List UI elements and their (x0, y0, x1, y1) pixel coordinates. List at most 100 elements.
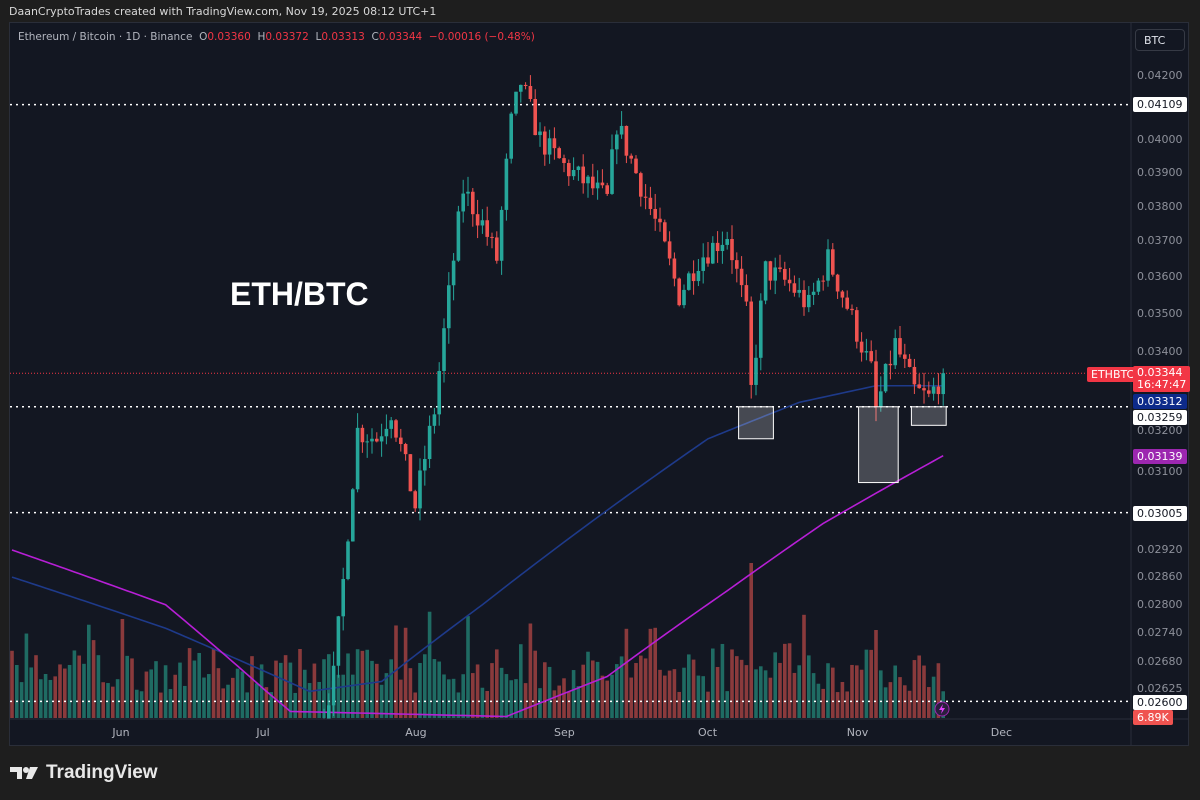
y-tick-label: 0.02740 (1137, 625, 1183, 639)
volume-bar (643, 658, 648, 718)
candle-body (403, 444, 408, 455)
tradingview-logo[interactable]: TradingView (10, 762, 158, 784)
candle-body (802, 289, 806, 308)
candle-body (207, 773, 211, 779)
symbol-label[interactable]: Ethereum / Bitcoin · 1D · Binance (18, 31, 193, 43)
volume-bar (456, 692, 461, 718)
volume-bar (898, 677, 902, 718)
y-tick-label: 0.03900 (1137, 165, 1183, 179)
volume-bar (154, 661, 158, 718)
volume-bar (408, 668, 413, 718)
volume-bar (725, 691, 729, 718)
volume-bar (682, 667, 686, 718)
candle-body (351, 489, 355, 542)
volume-bar (379, 684, 384, 718)
candle-body (543, 131, 547, 155)
candle-body (903, 354, 907, 359)
volume-bar (835, 692, 840, 718)
volume-bar (466, 616, 470, 718)
volume-bar (759, 666, 763, 718)
candle-body (936, 386, 941, 395)
volume-bar (43, 673, 48, 718)
candle-body (394, 420, 398, 438)
y-tick-label: 0.02680 (1137, 654, 1183, 668)
volume-bar (221, 688, 225, 718)
volume-bar (773, 652, 777, 718)
candle-body (327, 705, 331, 719)
volume-bar (591, 660, 595, 718)
volume-bar (687, 654, 691, 718)
candle-body (423, 459, 427, 471)
candle-body (696, 270, 701, 282)
candle-body (331, 665, 336, 706)
candle-body (217, 783, 221, 793)
candle-body (797, 289, 801, 293)
candle-body (773, 267, 777, 281)
candle-body (346, 541, 350, 580)
candle-body (643, 196, 648, 198)
candle-body (77, 795, 81, 800)
currency-button[interactable]: BTC (1135, 29, 1185, 51)
volume-bar (802, 614, 806, 718)
candle-body (427, 425, 432, 460)
candle-body (461, 193, 465, 212)
candle-body (183, 773, 187, 793)
volume-bar (427, 611, 432, 718)
volume-bar (216, 668, 221, 718)
volume-bar (192, 660, 197, 718)
volume-bar (48, 679, 53, 718)
tradingview-logo-icon (10, 767, 38, 779)
candle-body (231, 783, 235, 800)
candle-body (749, 301, 753, 385)
candle-body (375, 438, 379, 442)
volume-bar (475, 664, 480, 718)
candle-body (355, 427, 360, 490)
candle-body (739, 268, 744, 286)
candle-body (226, 783, 230, 799)
highlight-box[interactable] (910, 406, 947, 426)
highlight-box[interactable] (858, 406, 899, 484)
volume-bar (413, 692, 417, 718)
volume-bar (399, 679, 403, 718)
volume-bar (859, 669, 864, 718)
volume-bar (259, 664, 264, 718)
volume-bar (375, 663, 379, 718)
candle-body (845, 297, 849, 309)
volume-bar (283, 655, 288, 718)
candle-body (212, 773, 216, 783)
candle-body (53, 789, 57, 797)
volume-bar (663, 675, 667, 718)
volume-bar (571, 670, 576, 718)
volume-bar (792, 672, 797, 718)
volume-bar (437, 661, 441, 718)
candle-body (826, 249, 830, 281)
candle-body (236, 786, 240, 800)
volume-bar (883, 687, 888, 718)
high-value: 0.03372 (265, 31, 309, 43)
candle-body (164, 772, 168, 780)
volume-bar (168, 689, 173, 718)
candle-body (456, 211, 461, 261)
volume-bar (58, 664, 62, 718)
volume-bar (634, 663, 638, 718)
y-tick-label: 0.02860 (1137, 570, 1183, 584)
highlight-box[interactable] (738, 406, 774, 440)
volume-bar (936, 663, 941, 718)
y-tick-label: 0.03100 (1137, 465, 1183, 478)
volume-bar (384, 673, 389, 718)
high-label: H (257, 31, 266, 43)
volume-bar (173, 674, 177, 718)
candle-body (106, 796, 110, 798)
candle-body (874, 361, 878, 408)
y-tick-label: 0.02920 (1137, 543, 1183, 556)
volume-bar (672, 669, 677, 718)
low-value: 0.03313 (321, 31, 365, 43)
volume-bar (139, 691, 144, 718)
candle-body (475, 214, 480, 226)
candle-body (907, 358, 912, 367)
x-tick-label: Oct (698, 726, 718, 739)
y-tick-label: 0.03700 (1137, 234, 1183, 248)
volume-bar (423, 654, 427, 718)
volume-bar (850, 664, 854, 718)
